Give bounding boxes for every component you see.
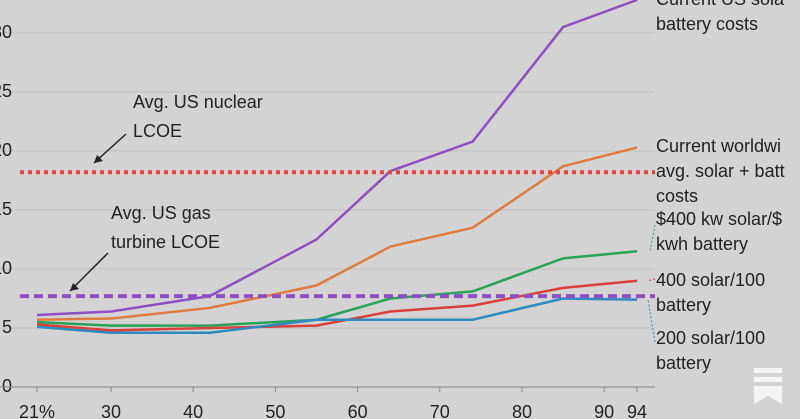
series-label: costs [656,186,698,206]
x-tick-label: 50 [265,402,285,419]
label-connector [647,299,656,343]
y-tick-label: 15 [0,199,12,219]
y-tick-label: 0 [2,376,12,396]
annotation-arrowhead [70,283,79,291]
annotation: Avg. US nuclear [133,92,263,112]
logo [754,368,782,404]
y-tick-label: 10 [0,258,12,278]
series-line [36,146,638,321]
series-label: battery costs [656,14,758,34]
annotation: turbine LCOE [111,232,220,252]
series-label: Current worldwi [656,136,781,156]
x-tick-label: 90 [594,402,614,419]
label-connector [647,278,656,282]
label-connector [649,224,656,252]
x-tick-label: 94 [627,402,647,419]
series-label: 400 solar/100 [656,270,765,290]
x-tick-label: 80 [512,402,532,419]
y-tick-label: 30 [0,22,12,42]
series-label: avg. solar + batt [656,161,785,181]
series-label: battery [656,295,711,315]
annotation: LCOE [133,121,182,141]
x-tick-label: 40 [183,402,203,419]
series-label: Current US sola [656,0,785,9]
annotation: Avg. US gas [111,203,211,223]
y-tick-label: 20 [0,140,12,160]
x-tick-label: 60 [348,402,368,419]
series-line [36,297,638,334]
y-tick-label: 5 [2,317,12,337]
series-label: 200 solar/100 [656,328,765,348]
x-tick-label: 30 [101,402,121,419]
series-label: battery [656,353,711,373]
x-tick-label: 70 [430,402,450,419]
y-tick-label: 25 [0,81,12,101]
series-line [36,0,638,317]
series-line [36,250,638,327]
x-tick-label: 21% [19,402,55,419]
annotation-arrow [69,252,109,292]
annotation-arrowhead [94,155,103,163]
series-label: kwh battery [656,234,748,254]
series-label: $400 kw solar/$ [656,209,782,229]
